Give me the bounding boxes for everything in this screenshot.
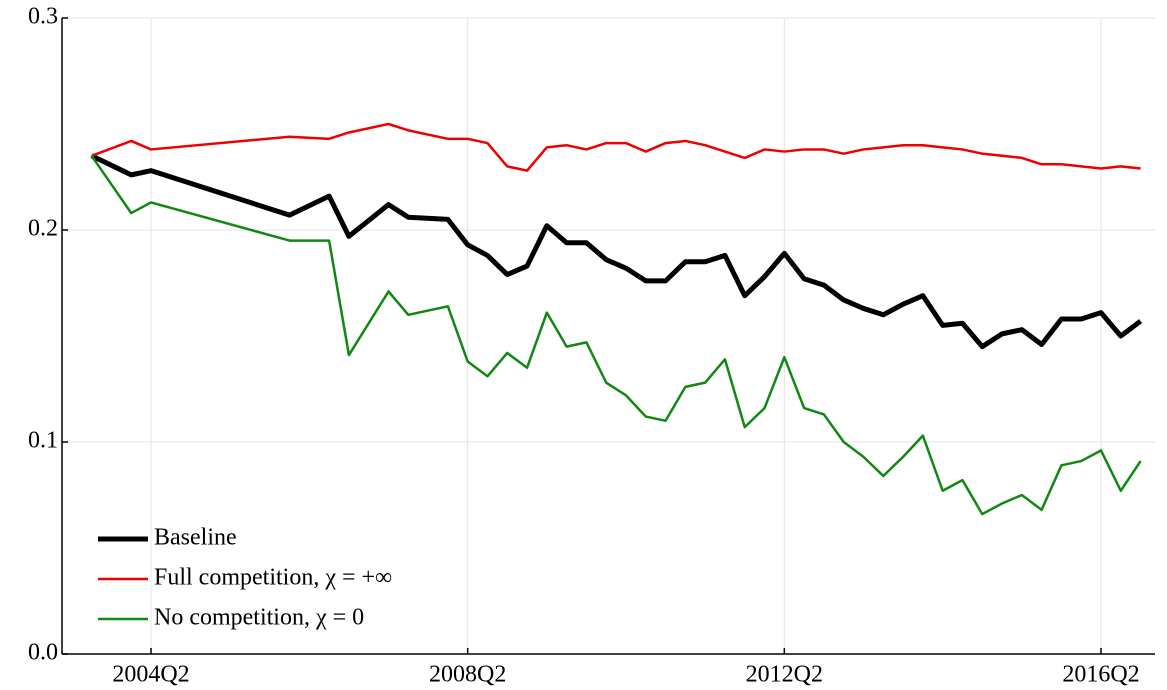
line-series — [90, 153, 1143, 350]
y-tick-label: 0.0 — [28, 640, 58, 666]
y-tick-label: 0.3 — [28, 4, 58, 30]
legend-label: No competition, χ = 0 — [154, 605, 364, 631]
line-series — [90, 155, 1142, 516]
x-tick-label: 2016Q2 — [1062, 662, 1139, 688]
legend-label: Full competition, χ = +∞ — [154, 565, 392, 591]
y-tick-label: 0.1 — [28, 428, 58, 454]
legend-label: Baseline — [154, 525, 237, 551]
x-tick-label: 2004Q2 — [112, 662, 189, 688]
x-tick-label: 2008Q2 — [429, 662, 506, 688]
x-tick-label: 2012Q2 — [746, 662, 823, 688]
line-series — [91, 122, 1141, 172]
y-tick-label: 0.2 — [28, 216, 58, 242]
